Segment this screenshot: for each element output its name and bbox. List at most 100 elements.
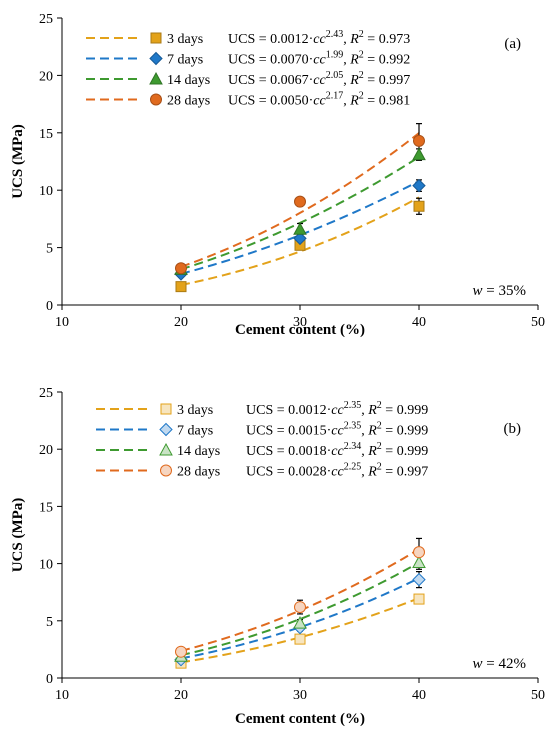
equation-coefficient: UCS = 0.0028· — [246, 465, 331, 480]
equation-variable: cc — [331, 444, 344, 459]
data-point — [413, 134, 425, 147]
equation-variable: cc — [331, 424, 344, 439]
legend-label: 28 days — [167, 94, 210, 109]
x-tick-label: 40 — [412, 315, 426, 330]
data-point — [175, 281, 187, 293]
equation-exponent: 2.05 — [326, 70, 344, 81]
x-tick-label: 30 — [293, 688, 307, 703]
r2-exponent: 2 — [377, 462, 382, 473]
equation-variable: cc — [313, 73, 326, 88]
x-tick-label: 10 — [55, 315, 69, 330]
annotation-symbol: w — [473, 283, 483, 299]
r2-value: 0.999 — [397, 424, 429, 439]
r2-symbol: R — [349, 53, 359, 68]
legend-label: 14 days — [177, 444, 220, 459]
x-tick-label: 50 — [531, 688, 545, 703]
r2-equals: = — [382, 403, 397, 418]
equation-variable: cc — [313, 94, 326, 109]
r2-equals: = — [382, 465, 397, 480]
r2-value: 0.981 — [379, 94, 411, 109]
data-point — [294, 633, 306, 645]
moisture-annotation: w = 42% — [473, 656, 526, 672]
y-tick-label: 15 — [39, 127, 53, 142]
r2-equals: = — [382, 424, 397, 439]
fit-curve-14-days — [180, 561, 420, 657]
equation-separator: , — [343, 53, 350, 68]
r2-value: 0.997 — [379, 73, 411, 88]
legend-marker — [160, 403, 172, 415]
equation-separator: , — [343, 73, 350, 88]
legend-marker — [150, 93, 162, 106]
fit-equation: UCS = 0.0018·cc2.34, R2 = 0.999 — [246, 441, 428, 459]
legend-label: 14 days — [167, 73, 210, 88]
legend-label: 3 days — [167, 32, 203, 47]
y-tick-label: 15 — [39, 500, 53, 515]
r2-symbol: R — [349, 73, 359, 88]
r2-value: 0.999 — [397, 444, 429, 459]
data-point — [413, 546, 425, 559]
equation-variable: cc — [331, 403, 344, 418]
x-axis-title: Cement content (%) — [235, 322, 365, 338]
equation-exponent: 2.43 — [326, 29, 344, 40]
fit-curve-28-days — [180, 548, 420, 652]
legend-marker — [150, 32, 162, 44]
equation-separator: , — [361, 403, 368, 418]
r2-value: 0.999 — [397, 403, 429, 418]
equation-variable: cc — [313, 32, 326, 47]
r2-exponent: 2 — [377, 421, 382, 432]
r2-equals: = — [364, 53, 379, 68]
r2-symbol: R — [349, 94, 359, 109]
equation-coefficient: UCS = 0.0015· — [246, 424, 331, 439]
data-point — [175, 262, 187, 275]
data-point — [293, 231, 307, 246]
r2-exponent: 2 — [359, 50, 364, 61]
equation-exponent: 2.17 — [326, 91, 344, 102]
y-tick-label: 25 — [39, 386, 53, 401]
r2-value: 0.997 — [397, 465, 429, 480]
fit-equation: UCS = 0.0028·cc2.25, R2 = 0.997 — [246, 462, 428, 480]
fit-equation: UCS = 0.0067·cc2.05, R2 = 0.997 — [228, 70, 410, 88]
y-tick-label: 25 — [39, 12, 53, 27]
x-tick-label: 30 — [293, 315, 307, 330]
equation-variable: cc — [331, 465, 344, 480]
data-point — [413, 200, 425, 212]
annotation-value: = 35% — [483, 283, 526, 299]
r2-exponent: 2 — [359, 70, 364, 81]
x-axis-title: Cement content (%) — [235, 711, 365, 727]
r2-value: 0.992 — [379, 53, 411, 68]
r2-symbol: R — [367, 444, 377, 459]
fit-curve-7-days — [180, 180, 420, 275]
legend-marker — [159, 442, 173, 456]
fit-equation: UCS = 0.0012·cc2.43, R2 = 0.973 — [228, 29, 410, 47]
equation-exponent: 2.35 — [344, 400, 362, 411]
y-tick-label: 5 — [46, 242, 53, 257]
fit-equation: UCS = 0.0070·cc1.99, R2 = 0.992 — [228, 50, 410, 68]
equation-separator: , — [343, 32, 350, 47]
moisture-annotation: w = 35% — [473, 283, 526, 299]
y-tick-label: 0 — [46, 299, 53, 314]
equation-coefficient: UCS = 0.0012· — [228, 32, 313, 47]
r2-symbol: R — [367, 465, 377, 480]
data-point — [413, 593, 425, 605]
legend-marker — [160, 464, 172, 477]
r2-symbol: R — [349, 32, 359, 47]
data-point — [175, 645, 187, 658]
equation-variable: cc — [313, 53, 326, 68]
r2-exponent: 2 — [359, 91, 364, 102]
r2-exponent: 2 — [359, 29, 364, 40]
equation-coefficient: UCS = 0.0067· — [228, 73, 313, 88]
y-tick-label: 0 — [46, 672, 53, 687]
data-point — [293, 616, 307, 629]
fit-curve-3-days — [180, 597, 420, 664]
equation-exponent: 2.25 — [344, 462, 362, 473]
r2-exponent: 2 — [377, 441, 382, 452]
r2-equals: = — [382, 444, 397, 459]
legend-label: 7 days — [177, 424, 213, 439]
y-tick-label: 10 — [39, 184, 53, 199]
legend-label: 28 days — [177, 465, 220, 480]
fit-equation: UCS = 0.0012·cc2.35, R2 = 0.999 — [246, 400, 428, 418]
x-tick-label: 40 — [412, 688, 426, 703]
y-tick-label: 10 — [39, 558, 53, 573]
equation-coefficient: UCS = 0.0070· — [228, 53, 313, 68]
